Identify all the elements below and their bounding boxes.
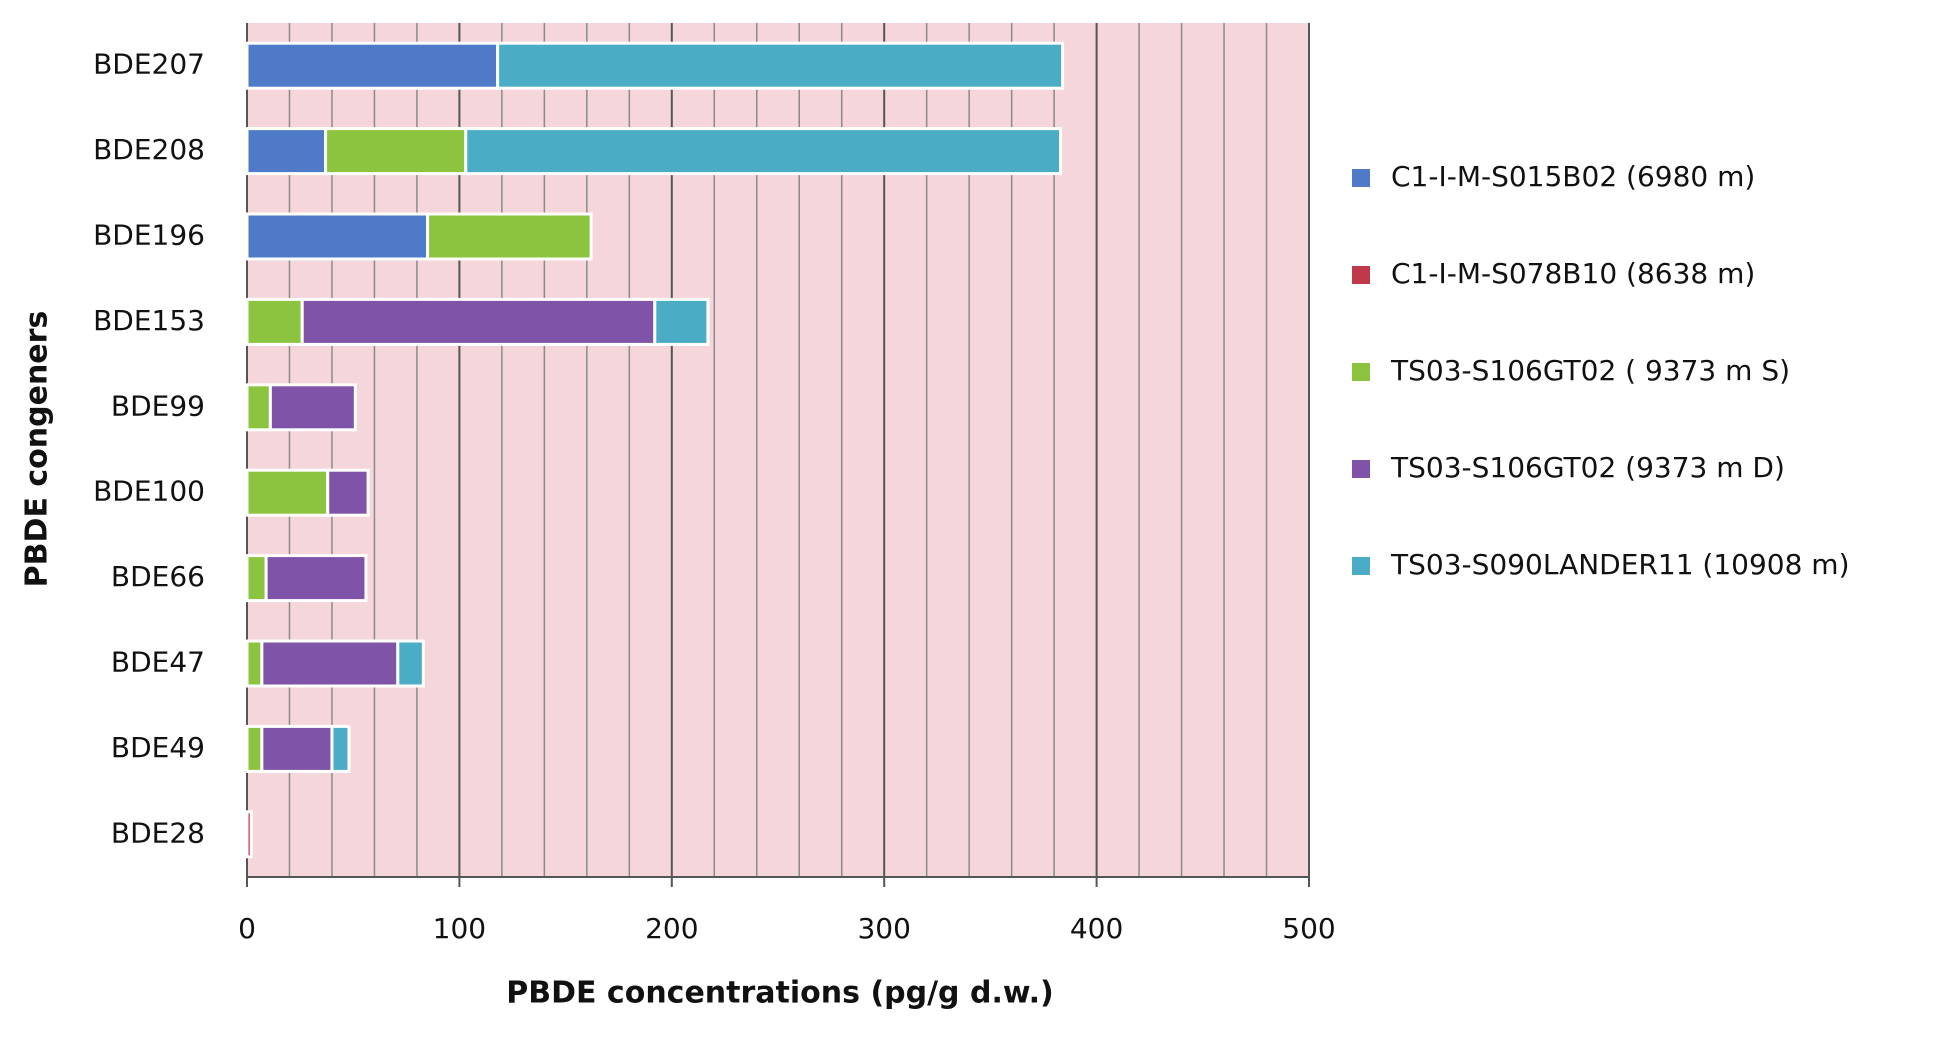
x-tick-label: 100 [433, 912, 486, 945]
x-tick-label: 0 [238, 912, 256, 945]
x-tick-label: 200 [645, 912, 698, 945]
x-tick-label: 300 [857, 912, 910, 945]
bar-segment [268, 383, 357, 432]
bar-segment [496, 41, 1065, 90]
y-tick-label: BDE28 [111, 816, 205, 849]
bar-segment [324, 127, 468, 176]
legend-marker [1352, 460, 1370, 478]
bar-segment [245, 810, 253, 859]
bar-segment [300, 297, 657, 346]
y-axis-title: PBDE congeners [20, 311, 55, 588]
bar-segment [245, 468, 330, 517]
legend-marker [1352, 557, 1370, 575]
bar-segment [245, 297, 304, 346]
y-tick-label: BDE100 [93, 475, 205, 508]
y-tick-label: BDE208 [93, 133, 205, 166]
y-tick-label: BDE153 [93, 304, 205, 337]
x-tick-label: 400 [1070, 912, 1123, 945]
legend-label: C1-I-M-S078B10 (8638 m) [1391, 257, 1755, 290]
legend-label: TS03-S090LANDER11 (10908 m) [1390, 548, 1850, 581]
y-tick-label: BDE47 [111, 646, 205, 679]
bar-segment [245, 724, 264, 773]
legend-label: TS03-S106GT02 ( 9373 m S) [1390, 354, 1790, 387]
bar-segment [245, 127, 328, 176]
legend-marker [1352, 169, 1370, 187]
y-tick-label: BDE207 [93, 48, 205, 81]
y-tick-label: BDE196 [93, 219, 205, 252]
bar-segment [464, 127, 1062, 176]
y-tick-label: BDE66 [111, 560, 205, 593]
legend-marker [1352, 266, 1370, 284]
x-axis-title: PBDE concentrations (pg/g d.w.) [506, 976, 1054, 1011]
y-tick-label: BDE99 [111, 389, 205, 422]
bar-segment [396, 639, 425, 688]
bar-segment [245, 639, 264, 688]
bar-segment [245, 41, 500, 90]
bar-segment [330, 724, 351, 773]
bar-segment [260, 724, 334, 773]
legend-label: TS03-S106GT02 (9373 m D) [1390, 451, 1785, 484]
legend-label: C1-I-M-S015B02 (6980 m) [1391, 160, 1755, 193]
bar-segment [260, 639, 400, 688]
x-tick-label: 500 [1282, 912, 1335, 945]
bar-segment [245, 212, 430, 261]
bar-segment [426, 212, 593, 261]
bar-segment [245, 554, 268, 603]
y-tick-label: BDE49 [111, 731, 205, 764]
bar-segment [245, 383, 272, 432]
bar-segment [653, 297, 710, 346]
bar-segment [264, 554, 368, 603]
legend-marker [1352, 363, 1370, 381]
bar-segment [326, 468, 370, 517]
